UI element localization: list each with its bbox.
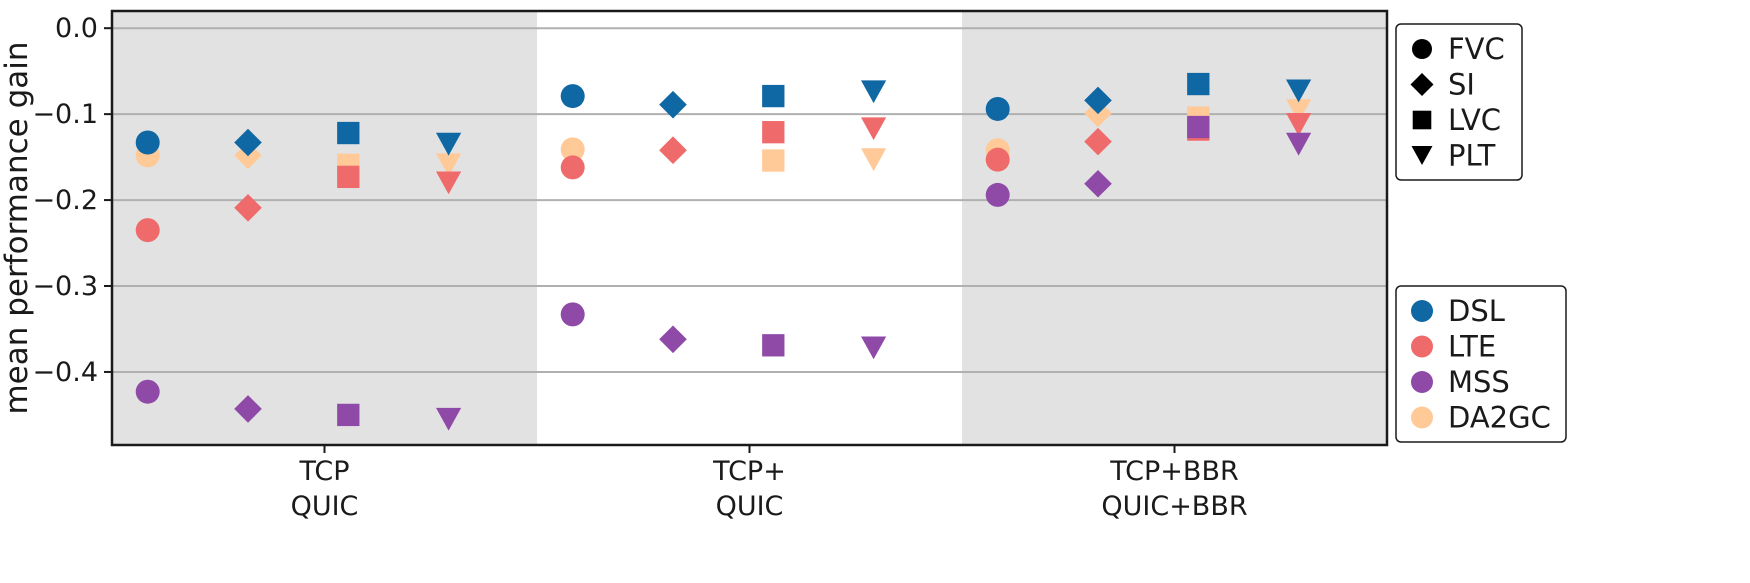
point-lte-fvc-g3 bbox=[985, 147, 1010, 172]
y-axis-label: mean performance gain bbox=[0, 41, 35, 414]
point-mss-si-g1 bbox=[234, 395, 262, 423]
legend-box bbox=[1395, 285, 1567, 443]
point-dsl-plt-g3 bbox=[1286, 79, 1312, 103]
point-dsl-fvc-g3 bbox=[985, 96, 1010, 121]
x-tick-label-line1: TCP+BBR bbox=[1109, 456, 1238, 487]
point-mss-lvc-g2 bbox=[762, 334, 785, 357]
point-lte-plt-g2 bbox=[861, 117, 887, 141]
point-mss-si-g3 bbox=[1084, 169, 1112, 198]
point-dsl-si-g2 bbox=[659, 90, 687, 119]
y-tick-label: 0.0 bbox=[55, 13, 98, 44]
point-mss-fvc-g1 bbox=[135, 379, 160, 404]
point-lte-si-g1 bbox=[234, 194, 262, 222]
point-mss-si-g2 bbox=[659, 325, 687, 354]
legend-box bbox=[1395, 23, 1523, 181]
legend-swatch-lte bbox=[1411, 335, 1433, 358]
point-dsl-si-g1 bbox=[234, 128, 262, 157]
legend-marker-fvc bbox=[1412, 39, 1432, 59]
point-dsl-fvc-g1 bbox=[135, 130, 160, 155]
gridlines bbox=[112, 27, 1387, 373]
y-tick-label: −0.3 bbox=[32, 271, 98, 302]
legend-label: PLT bbox=[1448, 139, 1496, 173]
legend-swatch-dsl bbox=[1411, 300, 1433, 322]
point-da2gc-plt-g3 bbox=[1286, 99, 1312, 123]
legend-swatch-mss bbox=[1411, 371, 1433, 393]
legend-marker-plt bbox=[1411, 146, 1433, 165]
point-lte-plt-g3 bbox=[1286, 113, 1312, 136]
point-da2gc-plt-g1 bbox=[436, 153, 462, 177]
y-tick-label: −0.1 bbox=[32, 99, 98, 130]
point-mss-plt-g3 bbox=[1286, 132, 1312, 156]
point-dsl-si-g3 bbox=[1084, 86, 1112, 115]
point-dsl-lvc-g2 bbox=[762, 84, 785, 108]
point-lte-si-g3 bbox=[1084, 127, 1112, 156]
data-points bbox=[135, 72, 1312, 431]
point-mss-plt-g2 bbox=[861, 336, 887, 360]
x-tick-label-line2: QUIC bbox=[716, 491, 784, 522]
legend-label: DSL bbox=[1448, 294, 1505, 328]
point-lte-si-g2 bbox=[659, 136, 687, 165]
x-tick-label-line2: QUIC+BBR bbox=[1101, 491, 1247, 522]
legend-label: LVC bbox=[1448, 103, 1501, 137]
group-shade-1 bbox=[112, 11, 537, 445]
point-dsl-plt-g2 bbox=[861, 80, 887, 104]
point-mss-plt-g1 bbox=[436, 407, 462, 431]
y-tick-label: −0.4 bbox=[32, 357, 98, 388]
y-axis: 0.0 −0.1 −0.2 −0.3 −0.4 bbox=[32, 13, 112, 388]
legend-label: DA2GC bbox=[1448, 401, 1551, 435]
legend-swatch-da2gc bbox=[1411, 406, 1433, 429]
point-lte-fvc-g2 bbox=[560, 155, 585, 180]
y-tick-label: −0.2 bbox=[32, 185, 98, 216]
point-mss-fvc-g3 bbox=[985, 182, 1010, 207]
x-tick-label-line1: TCP bbox=[298, 456, 349, 487]
legend-label: FVC bbox=[1448, 32, 1505, 66]
point-da2gc-fvc-g2 bbox=[560, 137, 585, 162]
point-lte-plt-g1 bbox=[436, 171, 462, 195]
point-da2gc-lvc-g2 bbox=[762, 149, 785, 172]
point-lte-lvc-g1 bbox=[337, 165, 360, 189]
legend-label: MSS bbox=[1448, 365, 1510, 399]
point-mss-lvc-g3 bbox=[1187, 115, 1210, 139]
point-mss-lvc-g1 bbox=[337, 403, 360, 427]
point-lte-fvc-g1 bbox=[135, 218, 160, 243]
point-da2gc-plt-g2 bbox=[861, 148, 887, 172]
x-tick-label-line2: QUIC bbox=[291, 491, 359, 522]
x-tick-label-line1: TCP+ bbox=[712, 456, 786, 487]
point-dsl-fvc-g2 bbox=[560, 84, 585, 109]
point-dsl-lvc-g1 bbox=[337, 121, 360, 145]
x-axis: TCP QUIC TCP+ QUIC TCP+BBR QUIC+BBR bbox=[291, 445, 1248, 522]
point-dsl-plt-g1 bbox=[436, 132, 462, 156]
point-mss-fvc-g2 bbox=[560, 302, 585, 327]
point-dsl-lvc-g3 bbox=[1187, 72, 1210, 96]
legend-label: LTE bbox=[1448, 330, 1496, 364]
group-shade-3 bbox=[962, 11, 1387, 445]
point-lte-lvc-g2 bbox=[762, 121, 785, 144]
legend-marker-si bbox=[1410, 73, 1434, 96]
legend-marker-lvc bbox=[1412, 110, 1432, 130]
legend-label: SI bbox=[1448, 68, 1475, 102]
